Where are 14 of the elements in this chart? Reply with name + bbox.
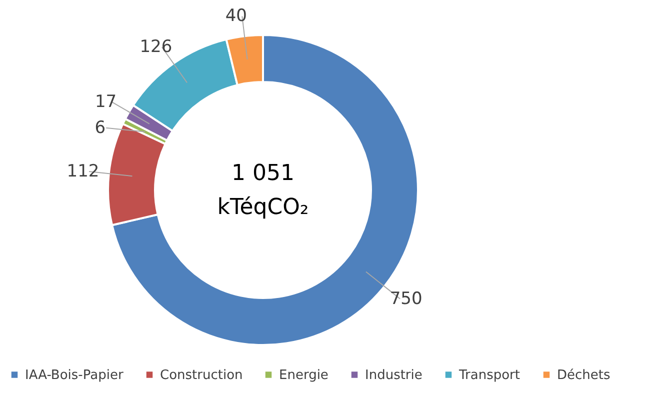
legend-label: Industrie	[365, 368, 422, 383]
legend-label: Déchets	[557, 368, 610, 383]
text: kTéqCO₂	[217, 195, 309, 220]
legend-label: Transport	[458, 368, 520, 383]
data-label: 40	[225, 6, 247, 26]
data-label: 750	[390, 288, 422, 309]
legend-label: Construction	[160, 368, 243, 383]
data-label: 112	[66, 161, 100, 182]
legend-label: Energie	[279, 368, 328, 383]
data-label: 6	[94, 118, 106, 138]
data-label: 17	[94, 92, 117, 112]
text: 1 051	[232, 161, 294, 186]
data-label: 126	[140, 37, 172, 58]
legend-label: IAA-Bois-Papier	[25, 368, 124, 383]
